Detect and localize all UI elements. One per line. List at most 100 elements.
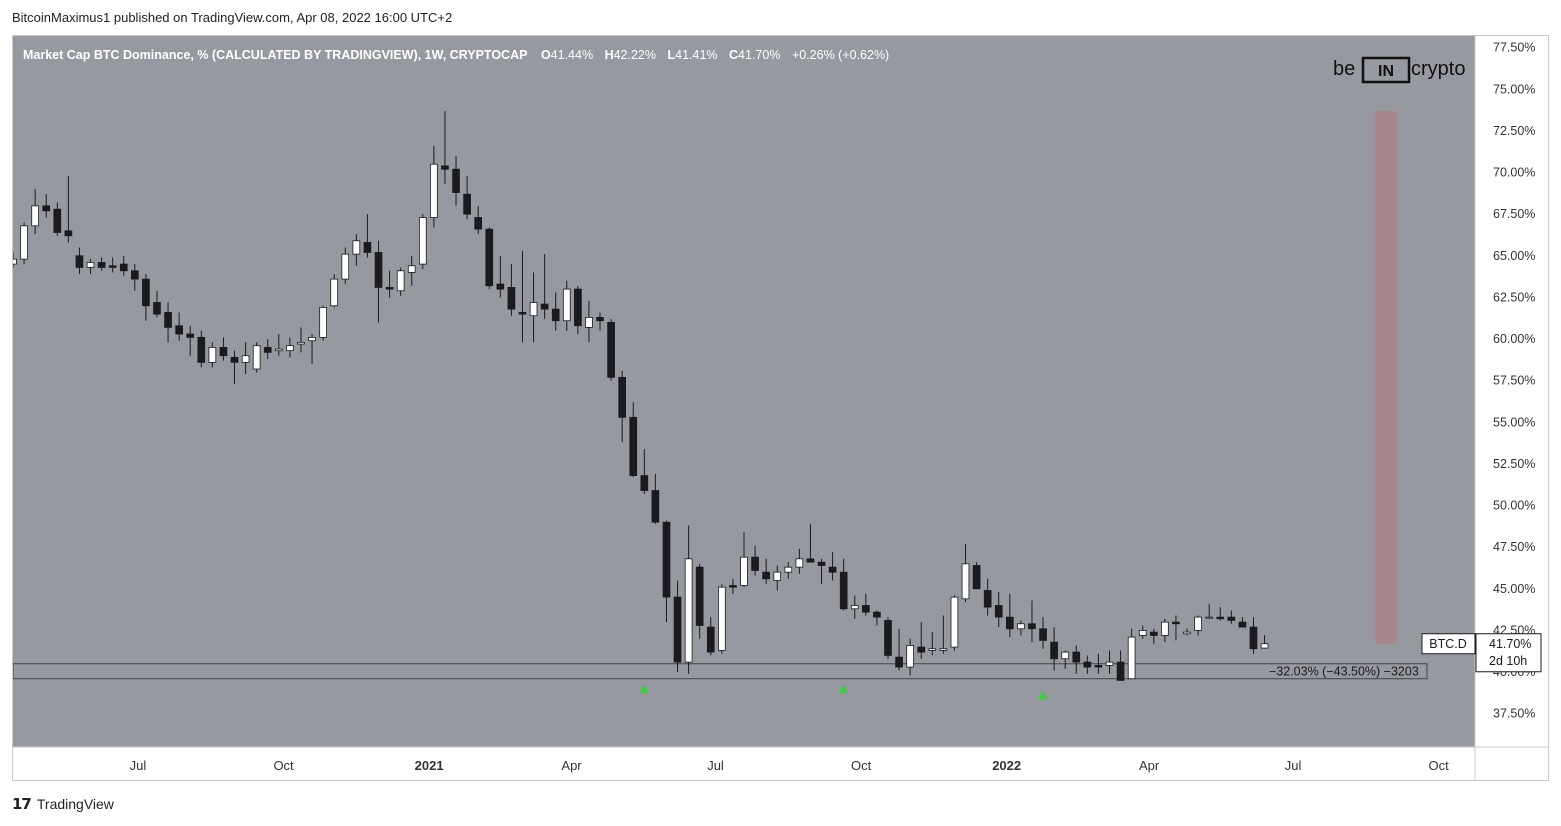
candle-body-down — [762, 571, 770, 580]
candle-body-up — [341, 253, 350, 280]
candle-body-up — [1260, 643, 1269, 649]
candle-body-up — [1138, 630, 1147, 636]
resistance-zone — [1375, 110, 1398, 644]
x-tick-label: Jul — [707, 758, 724, 773]
up-arrow-icon — [1038, 691, 1049, 700]
legend-close-key: C — [729, 48, 738, 62]
candle-body-up — [906, 645, 914, 668]
candle-body-down — [230, 356, 239, 363]
candle-body-down — [153, 302, 161, 315]
candle-body-down — [474, 217, 483, 230]
candle-body-down — [884, 620, 892, 656]
candle-body-down — [917, 646, 926, 653]
x-tick-label: Jul — [130, 758, 147, 773]
candle-body-up — [784, 566, 793, 573]
candle-body-down — [75, 255, 84, 268]
x-tick-label: Jul — [1285, 758, 1302, 773]
x-tick-label: Apr — [1139, 758, 1160, 773]
candle-body-down — [983, 590, 992, 608]
watermark-in: IN — [1378, 63, 1394, 80]
legend-high-value: 42.22% — [614, 48, 656, 62]
legend-title: Market Cap BTC Dominance, % (CALCULATED … — [23, 48, 527, 62]
y-axis: 77.50% 75.00% 72.50% 70.00% 67.50% 65.00% 62.5… — [1493, 41, 1535, 721]
x-axis: Jul Oct 2021 Apr Jul Oct 2022 Apr Jul Oct — [130, 758, 1449, 773]
candle-body-down — [972, 565, 981, 590]
legend-open-key: O — [541, 48, 551, 62]
candle-body-up — [850, 605, 859, 610]
legend-low-value: 41.41% — [675, 48, 717, 62]
chart-svg: 77.50% 75.00% 72.50% 70.00% 67.50% 65.00% 62.5… — [9, 36, 1548, 780]
candle-body-down — [64, 230, 73, 237]
y-tick-label: 57.50% — [1493, 374, 1535, 388]
candle-body-down — [873, 611, 881, 618]
candle-body-down — [629, 416, 638, 476]
watermark-crypto: crypto — [1411, 58, 1465, 80]
candle-body-down — [618, 376, 627, 418]
candle-body-up — [939, 648, 948, 651]
candle-body-down — [751, 556, 759, 571]
candle-body-up — [241, 355, 250, 363]
beincrypto-watermark: be IN crypto — [1333, 56, 1465, 84]
symbol-label-box — [1421, 633, 1476, 655]
candle-body-up — [20, 225, 28, 260]
candle-body-up — [86, 262, 95, 268]
candle-body-down — [53, 208, 62, 233]
candle-body-down — [1005, 616, 1014, 630]
candle-body-down — [1039, 628, 1047, 641]
legend-change: +0.26% (+0.62%) — [792, 48, 889, 62]
candle-body-down — [1249, 626, 1258, 650]
y-tick-label: 67.50% — [1493, 207, 1535, 221]
candle-body-down — [42, 205, 51, 212]
candle-body-down — [994, 605, 1003, 618]
candle-body-down — [197, 336, 206, 363]
candle-body-up — [1127, 636, 1136, 680]
candle-body-up — [961, 563, 970, 600]
candle-body-down — [441, 165, 449, 170]
tradingview-logo-icon: 17 — [12, 795, 32, 813]
arrows-group — [639, 684, 1049, 700]
candle-body-down — [574, 288, 582, 327]
candle-body-up — [252, 345, 261, 370]
candle-body-down — [263, 346, 272, 353]
candle-body-down — [540, 303, 549, 310]
candle-body-down — [164, 312, 172, 328]
candle-body-up — [1017, 623, 1025, 630]
candle-body-up — [928, 648, 937, 651]
candle-body-down — [1238, 621, 1247, 628]
publish-line: BitcoinMaximus1 published on TradingView… — [12, 10, 453, 25]
candle-body-down — [1116, 661, 1125, 681]
bar-countdown: 2d 10h — [1489, 654, 1527, 668]
candle-body-up — [562, 288, 571, 322]
support-zone — [12, 663, 1428, 680]
candle-body-down — [1149, 631, 1158, 636]
x-tick-label: Oct — [273, 758, 294, 773]
candle-body-down — [839, 571, 848, 610]
candle-body-up — [1183, 631, 1191, 635]
candle-body-down — [175, 325, 183, 335]
candle-body-up — [430, 163, 438, 218]
candle-body-down — [1216, 616, 1225, 620]
up-arrow-icon — [639, 684, 650, 693]
y-tick-label: 47.50% — [1493, 540, 1535, 554]
candle-body-up — [529, 302, 538, 317]
legend-high-key: H — [605, 48, 614, 62]
candle-body-up — [1061, 651, 1070, 660]
candle-body-up — [9, 258, 17, 265]
candle-body-down — [363, 242, 372, 253]
candle-body-up — [297, 341, 305, 345]
y-tick-label: 52.50% — [1493, 457, 1535, 471]
candle-body-up — [274, 348, 283, 352]
candle-body-down — [662, 521, 671, 598]
candle-body-down — [1028, 623, 1036, 630]
symbol-label-text: BTC.D — [1429, 637, 1467, 651]
candle-body-down — [895, 656, 903, 668]
candle-body-up — [585, 317, 593, 328]
candle-body-down — [651, 490, 660, 523]
candle-body-up — [418, 217, 427, 265]
candle-body-down — [861, 605, 870, 613]
candle-body-down — [518, 312, 527, 315]
candle-body-down — [108, 265, 117, 268]
candle-body-down — [695, 566, 704, 626]
candle-body-down — [1072, 651, 1081, 663]
symbol-label: BTC.D — [1421, 633, 1476, 655]
